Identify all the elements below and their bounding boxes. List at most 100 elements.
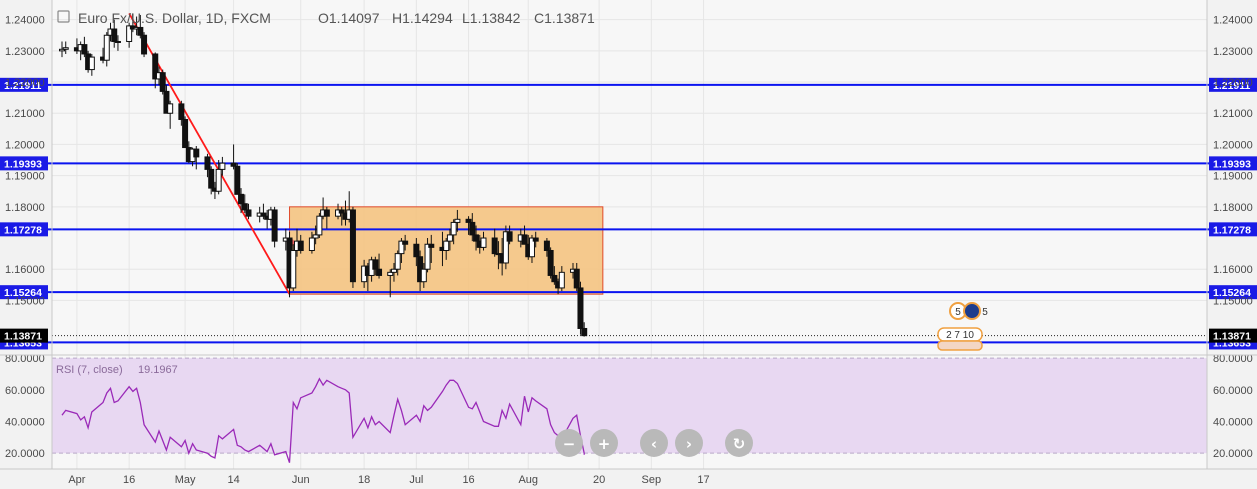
rsi-value: 19.1967 (138, 364, 178, 376)
candle-down (159, 72, 166, 92)
candle-down (245, 209, 252, 217)
svg-text:↻: ↻ (733, 435, 746, 453)
candle-up (290, 249, 297, 289)
svg-text:‹: ‹ (651, 435, 657, 453)
reset-button[interactable]: ↻ (725, 429, 753, 457)
x-tick-label: 16 (462, 474, 474, 486)
svg-text:H1.14294: H1.14294 (392, 10, 453, 26)
x-tick-label: 20 (593, 474, 605, 486)
rsi-pane: 80.0000 80.0000 60.0000 60.0000 40.0000 40.00… (5, 353, 1253, 463)
level-label-right-bg (1209, 285, 1257, 300)
candle-up (312, 234, 319, 239)
candle-down (260, 212, 267, 217)
candle-up (502, 231, 509, 264)
svg-text:−: − (563, 435, 576, 453)
scroll-right-button[interactable]: › (675, 429, 703, 457)
scroll-left-button[interactable]: ‹ (640, 429, 668, 457)
x-tick-label: Jul (409, 474, 423, 486)
event-marker-globe-icon[interactable] (963, 302, 981, 320)
last-price-label-right: 1.13871 (1213, 331, 1251, 343)
candle-up (126, 25, 133, 42)
svg-text:O1.14097: O1.14097 (318, 10, 380, 26)
candle-down (551, 274, 558, 283)
candle-down (402, 240, 409, 245)
candle-down (111, 28, 118, 42)
candle-down (506, 231, 513, 242)
candle-up (215, 168, 222, 192)
candle-down (521, 234, 528, 245)
candle-down (338, 209, 345, 214)
x-tick-label: 17 (697, 474, 709, 486)
event-count-right: 5 (982, 307, 988, 318)
close-value: 1.13871 (544, 10, 595, 26)
symbol-title: Euro Fx/U.S. Dollar, 1D, FXCM (78, 10, 271, 26)
rsi-y-tick-left: 60.0000 (5, 385, 45, 397)
candle-up (103, 34, 110, 61)
svg-text:C1.13871: C1.13871 (534, 10, 595, 26)
rsi-line (61, 377, 585, 463)
collapse-icon[interactable] (57, 10, 70, 23)
candle-down (473, 234, 480, 242)
candle-up (88, 56, 95, 71)
event-count-bottom: 2 7 10 (946, 330, 974, 341)
rsi-band (52, 358, 1207, 454)
rsi-y-tick-right: 20.0000 (1213, 448, 1253, 460)
x-tick-label: Sep (642, 474, 662, 486)
level-label-left-bg (0, 285, 48, 300)
x-tick-label: May (175, 474, 196, 486)
candle-down (141, 34, 148, 55)
x-tick-label: 14 (227, 474, 239, 486)
candle-up (443, 240, 450, 251)
candle-down (238, 193, 245, 205)
candle-down (465, 218, 472, 223)
level-label-right-bg (1209, 222, 1257, 237)
open-value: 1.14097 (329, 10, 380, 26)
svg-text:+: + (598, 435, 611, 453)
candle-up (59, 48, 65, 52)
x-tick-label: 18 (358, 474, 370, 486)
candle-up (558, 271, 565, 289)
y-tick-label-left: 1.21000 (5, 108, 45, 120)
candle-up (398, 240, 405, 255)
candle-down (532, 237, 539, 242)
candle-down (271, 209, 278, 242)
candle-down (241, 203, 248, 211)
high-label: H (392, 10, 402, 26)
y-tick-label-right: 1.15000 (1213, 295, 1253, 307)
candles-group (59, 13, 588, 337)
candle-up (62, 47, 69, 50)
close-label: C (534, 10, 544, 26)
rsi-y-tick-right: 40.0000 (1213, 417, 1253, 429)
zoom-in-button[interactable]: + (590, 429, 618, 457)
candle-down (573, 268, 580, 289)
candle-up (167, 103, 174, 114)
candle-down (204, 156, 211, 170)
y-tick-label-left: 1.20000 (5, 139, 45, 151)
event-marker-strip[interactable] (937, 340, 983, 351)
chart-header: Euro Fx/U.S. Dollar, 1D, FXCM O1.14097 H… (57, 10, 595, 26)
candle-down (413, 243, 420, 258)
event-markers[interactable]: 5 5 2 7 10 (937, 302, 988, 351)
candle-down (182, 118, 189, 149)
level-label-right: 1.15264 (1213, 287, 1251, 299)
level-label-right-bg (1209, 77, 1257, 92)
zoom-out-button[interactable]: − (555, 429, 583, 457)
y-tick-label-left: 1.24000 (5, 15, 45, 27)
level-label-right: 1.17278 (1213, 224, 1251, 236)
candle-down (163, 90, 170, 114)
candle-up (424, 243, 431, 270)
y-tick-label-left: 1.19000 (5, 171, 45, 183)
candle-up (446, 234, 453, 242)
candle-up (528, 237, 535, 258)
y-tick-label-right: 1.23000 (1213, 46, 1253, 58)
x-tick-label: 16 (123, 474, 135, 486)
candle-down (577, 287, 584, 329)
chart-controls: − + ‹ › ↻ (555, 429, 753, 457)
candle-down (234, 165, 241, 195)
x-tick-label: Aug (518, 474, 538, 486)
last-price-label-left: 1.13871 (4, 331, 42, 343)
candle-up (480, 237, 487, 248)
low-label: L (462, 10, 470, 26)
